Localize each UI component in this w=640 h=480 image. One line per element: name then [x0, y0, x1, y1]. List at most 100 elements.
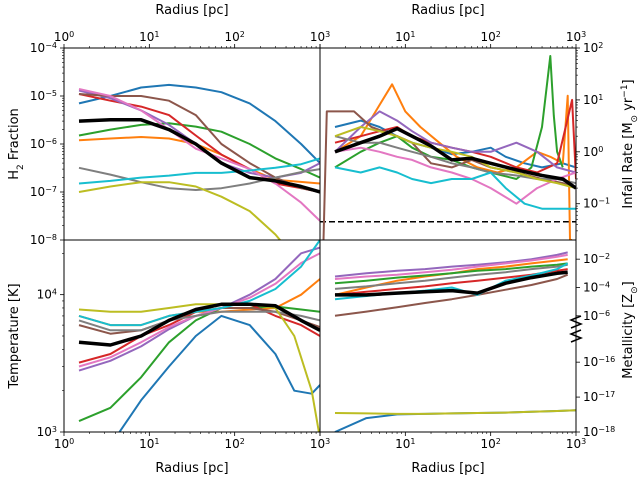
- metal-y-tick-label: 10−4: [583, 280, 610, 295]
- temp-y-tick-label-base: 10: [37, 425, 52, 439]
- infall-x-tick-label-base: 10: [395, 30, 410, 44]
- infall-x-tick-label-exp: 3: [581, 30, 586, 39]
- infall-x-tick-label: 102: [480, 30, 500, 45]
- infall-y-tick-label: 100: [583, 144, 603, 159]
- infall-y-title-main: Infall Rate [M: [621, 122, 636, 208]
- temp-x-tick-label-base: 10: [310, 437, 325, 451]
- infall-x-tick-label: 101: [395, 30, 415, 45]
- infall-x-tick-label-base: 10: [480, 30, 495, 44]
- temp-x-tick-label: 100: [54, 437, 74, 452]
- metal-y-tick-label: 10−18: [583, 425, 615, 440]
- infall-series-line-1: [334, 83, 573, 240]
- temp-series-line-2: [78, 305, 320, 423]
- infall-series-layer: [320, 55, 576, 240]
- temp-series-line-6: [78, 252, 320, 368]
- metal-y-tick-label: 10−2: [583, 252, 610, 267]
- axis-break-mark: [568, 315, 584, 343]
- metal-x-tick-label: 103: [566, 437, 586, 452]
- metal-y-tick-label-exp: −4: [598, 280, 610, 289]
- metal-y-tick-label-base: 10: [583, 425, 598, 439]
- h2-top-x-axis-title: Radius [pc]: [155, 3, 228, 18]
- h2-x-tick-label-exp: 0: [69, 30, 74, 39]
- metal-x-tick-label-exp: 2: [496, 437, 501, 446]
- infall-y-title-sub: ⊙: [630, 115, 640, 123]
- h2-y-tick-label-base: 10: [30, 233, 45, 247]
- metal-x-tick-label-base: 10: [480, 437, 495, 451]
- h2-x-tick-label: 101: [139, 30, 159, 45]
- h2-series-line-0: [78, 83, 320, 164]
- temp-y-tick-label-exp: 4: [52, 287, 57, 296]
- h2-y-title-rest: Fraction: [7, 108, 22, 164]
- metal-y-tick-label-base: 10: [583, 309, 598, 323]
- infall-mean-line: [334, 126, 576, 190]
- infall-y-tick-label: 102: [583, 41, 603, 56]
- infall-y-tick-label-exp: 0: [598, 144, 603, 153]
- h2-x-tick-label-base: 10: [224, 30, 239, 44]
- infall-series-line-2: [334, 55, 564, 180]
- h2-x-tick-label-base: 10: [54, 30, 69, 44]
- infall-x-tick-label: 103: [566, 30, 586, 45]
- h2-y-tick-label: 10−4: [30, 41, 57, 56]
- infall-y-tick-label-base: 10: [583, 93, 598, 107]
- h2-x-tick-label: 103: [310, 30, 330, 45]
- temp-y-tick-label-exp: 3: [52, 425, 57, 434]
- metal-y-tick-label-exp: −17: [598, 390, 615, 399]
- h2-x-tick-label-exp: 1: [154, 30, 159, 39]
- h2-y-tick-label-exp: −4: [45, 41, 57, 50]
- metal-y-title-sub: ⊙: [630, 286, 640, 294]
- h2-series-line-6: [78, 88, 320, 222]
- temp-y-axis-title: Temperature [K]: [7, 283, 22, 389]
- h2-y-axis-title: H2 Fraction: [7, 108, 26, 180]
- temp-x-tick-label-exp: 2: [240, 437, 245, 446]
- h2-x-tick-label-exp: 3: [325, 30, 330, 39]
- temp-x-tick-label-base: 10: [54, 437, 69, 451]
- metal-y-tick-label-base: 10: [583, 252, 598, 266]
- infall-x-tick-label-base: 10: [566, 30, 581, 44]
- h2-x-tick-label-base: 10: [139, 30, 154, 44]
- h2-x-tick-label-base: 10: [310, 30, 325, 44]
- temp-x-tick-label: 101: [139, 437, 159, 452]
- temp-x-axis-title: Radius [pc]: [155, 461, 228, 476]
- infall-top-x-axis-title: Radius [pc]: [411, 3, 484, 18]
- metal-upper-series-layer: [334, 251, 569, 317]
- metal-series-line-4: [334, 273, 569, 317]
- metal-series-line-3: [334, 251, 568, 278]
- metal-x-tick-label-exp: 1: [410, 437, 415, 446]
- metal-x-tick-label-base: 10: [395, 437, 410, 451]
- h2-y-tick-label-exp: −8: [45, 233, 57, 242]
- h2-y-tick-label-exp: −6: [45, 137, 57, 146]
- temp-mean-line: [78, 302, 320, 347]
- h2-series-layer: [78, 83, 320, 240]
- infall-y-tick-label: 10−1: [583, 196, 610, 211]
- temp-x-tick-label-exp: 1: [154, 437, 159, 446]
- infall-y-tick-label-base: 10: [583, 41, 598, 55]
- metal-y-tick-label: 10−6: [583, 308, 610, 323]
- metal-y-title-main: Metallicity [Z: [621, 294, 636, 379]
- metal-y-tick-label-base: 10: [583, 390, 598, 404]
- h2-y-tick-label: 10−5: [30, 89, 57, 104]
- metal-x-axis-title: Radius [pc]: [411, 461, 484, 476]
- h2-series-line-5: [78, 93, 320, 193]
- h2-series-line-8: [78, 181, 282, 240]
- h2-series-line-9: [78, 157, 320, 185]
- h2-y-tick-label-exp: −5: [45, 89, 57, 98]
- temp-x-tick-label-base: 10: [139, 437, 154, 451]
- h2-mean-line: [78, 118, 320, 194]
- temp-series-line-0: [118, 314, 320, 432]
- temp-series-line-9: [78, 240, 320, 327]
- temp-x-tick-label-exp: 3: [325, 437, 330, 446]
- infall-y-title-rest: ]: [621, 79, 636, 84]
- metal-x-tick-label-exp: 3: [581, 437, 586, 446]
- h2-y-title-sub: 2: [16, 164, 26, 170]
- h2-y-tick-label: 10−8: [30, 233, 57, 248]
- metal-series-line-5: [334, 253, 568, 280]
- metal-mean-line: [335, 270, 568, 297]
- h2-y-tick-label: 10−7: [30, 185, 57, 200]
- temp-x-tick-label: 102: [224, 437, 244, 452]
